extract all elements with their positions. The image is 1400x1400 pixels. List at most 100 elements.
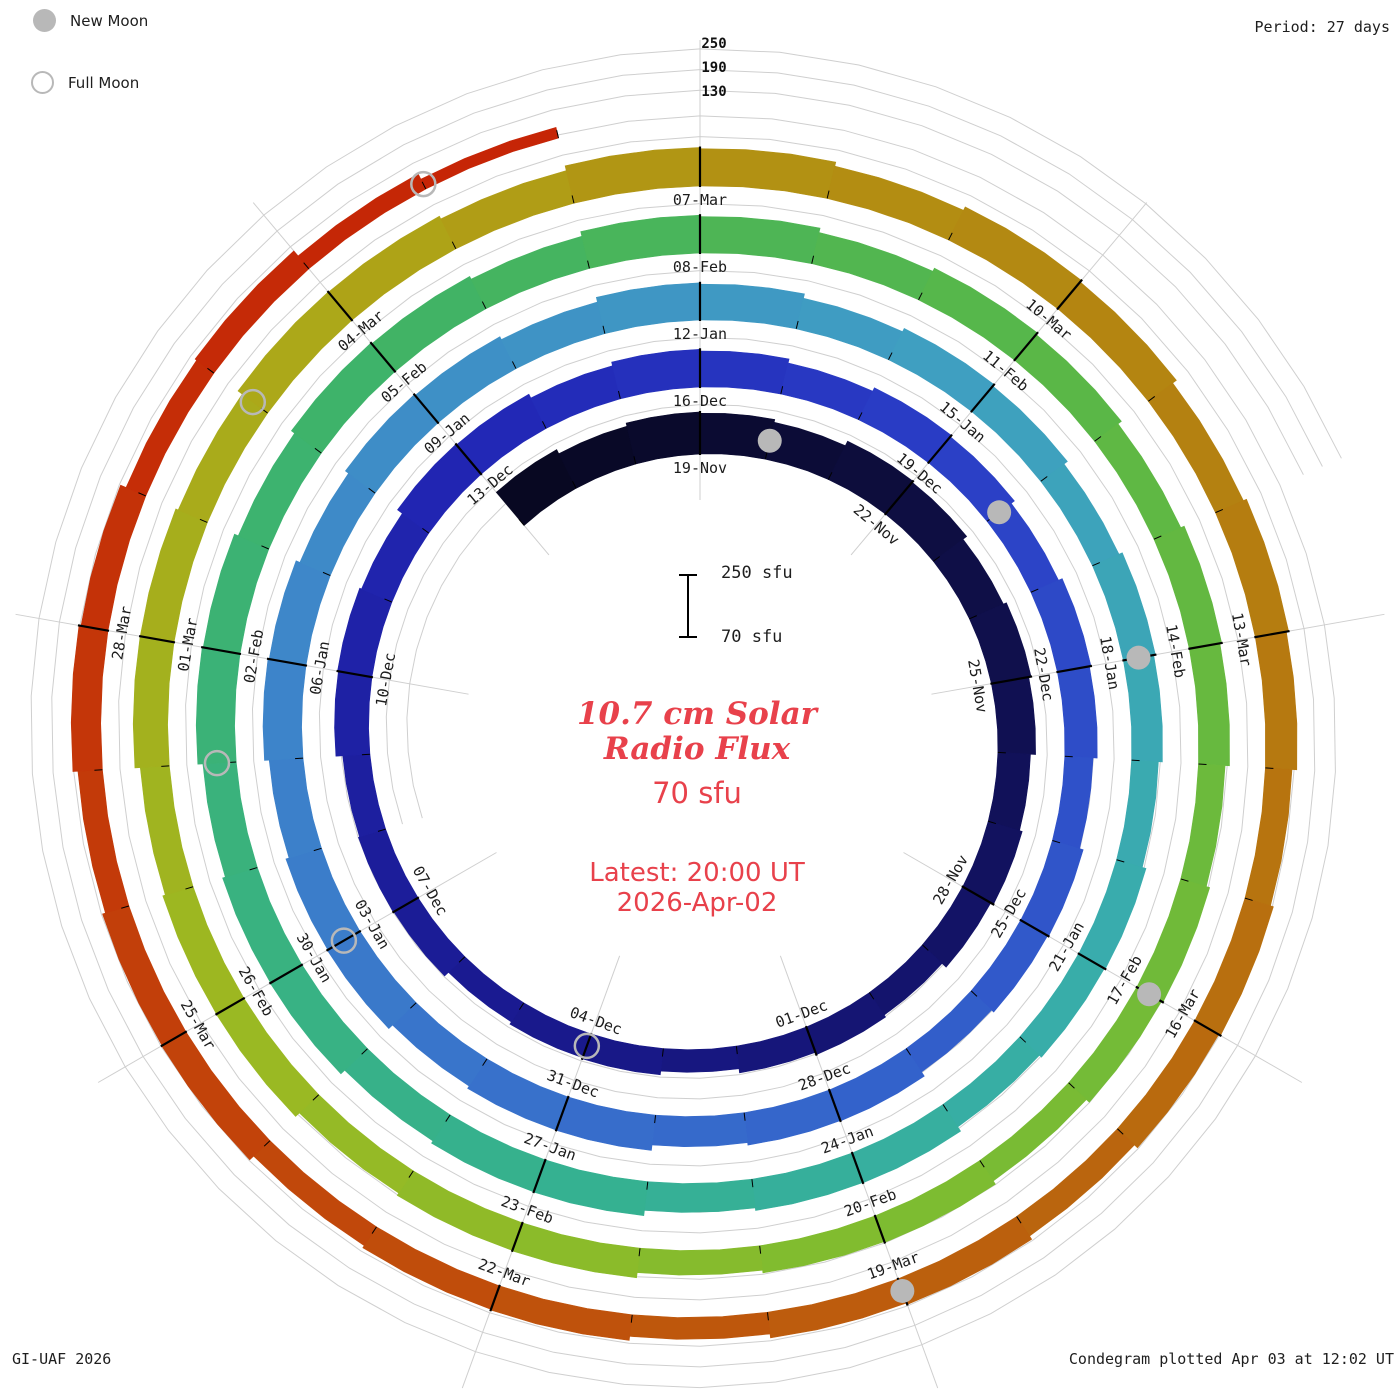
interval-tick [412, 392, 440, 425]
day-tick [408, 1170, 414, 1178]
scale-bar-max-label: 250 sfu [721, 563, 793, 583]
flux-band-segment [555, 1096, 656, 1151]
flux-band-segment [795, 297, 904, 361]
flux-band-segment [80, 484, 147, 631]
day-tick [361, 1048, 368, 1055]
day-tick [185, 886, 194, 890]
day-tick [646, 1181, 649, 1190]
interval-tick [160, 1030, 188, 1048]
interval-tick [454, 442, 483, 476]
day-tick [766, 1312, 769, 1321]
day-tick [368, 487, 376, 494]
flux-band-segment [195, 646, 241, 765]
interval-tick [200, 645, 242, 656]
interval-tick [138, 635, 176, 644]
flux-band-segment [102, 905, 187, 1047]
legend-full-moon: Full Moon [31, 71, 139, 94]
interval-tick [873, 1214, 887, 1244]
flux-band-segment [344, 1048, 451, 1142]
flux-band-segment [699, 216, 821, 264]
day-tick [1019, 1036, 1027, 1043]
day-tick [1068, 1082, 1075, 1089]
day-tick [1117, 1128, 1124, 1135]
day-tick [918, 292, 923, 301]
flux-band-segment [414, 336, 517, 424]
interval-tick [827, 1088, 842, 1123]
latest-observation: Latest: 20:00 UT 2026-Apr-02 [347, 858, 1047, 918]
flux-band-segment [1094, 423, 1182, 540]
day-tick [481, 301, 487, 309]
interval-tick [1056, 278, 1083, 311]
day-tick [1244, 897, 1253, 901]
scale-bar-min-label: 70 sfu [721, 627, 783, 647]
day-tick [1052, 840, 1061, 844]
flux-band-segment [751, 1152, 864, 1211]
flux-band-segment [928, 436, 1015, 522]
day-tick [638, 1248, 641, 1257]
day-tick [979, 1160, 985, 1168]
interval-tick [961, 885, 995, 906]
interval-tick [77, 624, 110, 632]
flux-band-segment [194, 250, 310, 374]
day-tick [138, 492, 146, 497]
interval-tick [1193, 1019, 1222, 1037]
grid-spiral-190sfu [51, 69, 1323, 1368]
day-tick [587, 260, 590, 269]
day-tick [445, 1114, 451, 1122]
flux-band-segment [470, 235, 590, 310]
interval-tick [489, 1284, 501, 1312]
day-tick [322, 571, 331, 577]
flux-band-segment [237, 432, 322, 550]
interval-tick [266, 657, 308, 667]
flux-band-segment [743, 1089, 841, 1146]
flux-band-segment [1078, 859, 1147, 970]
day-tick [1092, 562, 1100, 567]
flux-band-segment [736, 1026, 816, 1074]
day-tick [942, 1104, 948, 1112]
interval-tick [1254, 629, 1290, 639]
flux-band-segment [1244, 767, 1293, 907]
interval-tick [369, 341, 397, 373]
day-tick [617, 390, 621, 399]
new-moon-marker [890, 1278, 915, 1303]
full-moon-label: Full Moon [68, 73, 140, 92]
legend-new-moon: New Moon [33, 9, 148, 32]
day-tick [377, 828, 386, 832]
date-label: 28-Mar [108, 605, 135, 661]
interval-tick [1013, 331, 1039, 362]
flux-band-segment [759, 1215, 885, 1274]
day-tick [572, 480, 577, 489]
flux-band-segment [699, 350, 790, 395]
flux-band-segment [780, 362, 874, 420]
day-tick [970, 990, 978, 997]
date-label: 19-Nov [673, 459, 727, 477]
credit-label: GI-UAF 2026 [12, 1350, 112, 1368]
interval-tick [1056, 664, 1093, 674]
flux-band-segment [888, 327, 995, 412]
interval-tick [970, 383, 996, 413]
day-tick [207, 367, 215, 374]
interval-tick [326, 290, 354, 322]
interval-tick [1077, 952, 1107, 971]
flux-band-segment [70, 625, 109, 772]
flux-band-segment [509, 1002, 592, 1059]
day-tick [827, 472, 833, 480]
date-label: 01-Mar [174, 616, 201, 672]
day-tick [857, 412, 863, 420]
full-moon-marker [410, 170, 437, 198]
date-label: 06-Jan [306, 640, 333, 696]
flux-band-segment [905, 990, 992, 1073]
interval-tick [554, 1095, 570, 1132]
interval-tick [926, 433, 953, 465]
flux-band-segment [1057, 281, 1177, 402]
day-tick [743, 1112, 746, 1121]
flux-band-segment [1014, 333, 1122, 442]
flux-band-segment [202, 533, 270, 655]
flux-band-segment [268, 757, 322, 859]
day-tick [371, 1226, 377, 1234]
flux-band-segment [868, 944, 943, 1016]
period-label: Period: 27 days [1254, 18, 1390, 36]
flux-band-segment [327, 215, 457, 321]
day-tick [518, 518, 525, 526]
interval-tick [1019, 918, 1050, 938]
